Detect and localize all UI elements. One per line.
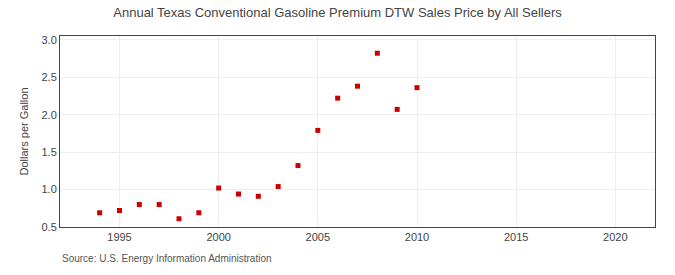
svg-text:Source: U.S. Energy Informatio: Source: U.S. Energy Information Administ… [62, 253, 272, 264]
svg-text:1.5: 1.5 [42, 146, 57, 158]
svg-text:2.0: 2.0 [42, 109, 57, 121]
svg-text:3.0: 3.0 [42, 34, 57, 46]
svg-text:1995: 1995 [107, 231, 131, 243]
svg-text:2.5: 2.5 [42, 71, 57, 83]
svg-text:2020: 2020 [603, 231, 627, 243]
svg-text:Annual Texas Conventional Gaso: Annual Texas Conventional Gasoline Premi… [113, 5, 562, 20]
svg-text:2010: 2010 [405, 231, 429, 243]
svg-text:1.0: 1.0 [42, 183, 57, 195]
svg-text:Dollars per Gallon: Dollars per Gallon [18, 87, 30, 175]
svg-text:2000: 2000 [206, 231, 230, 243]
svg-text:2005: 2005 [306, 231, 330, 243]
svg-text:2015: 2015 [504, 231, 528, 243]
svg-text:0.5: 0.5 [42, 221, 57, 233]
